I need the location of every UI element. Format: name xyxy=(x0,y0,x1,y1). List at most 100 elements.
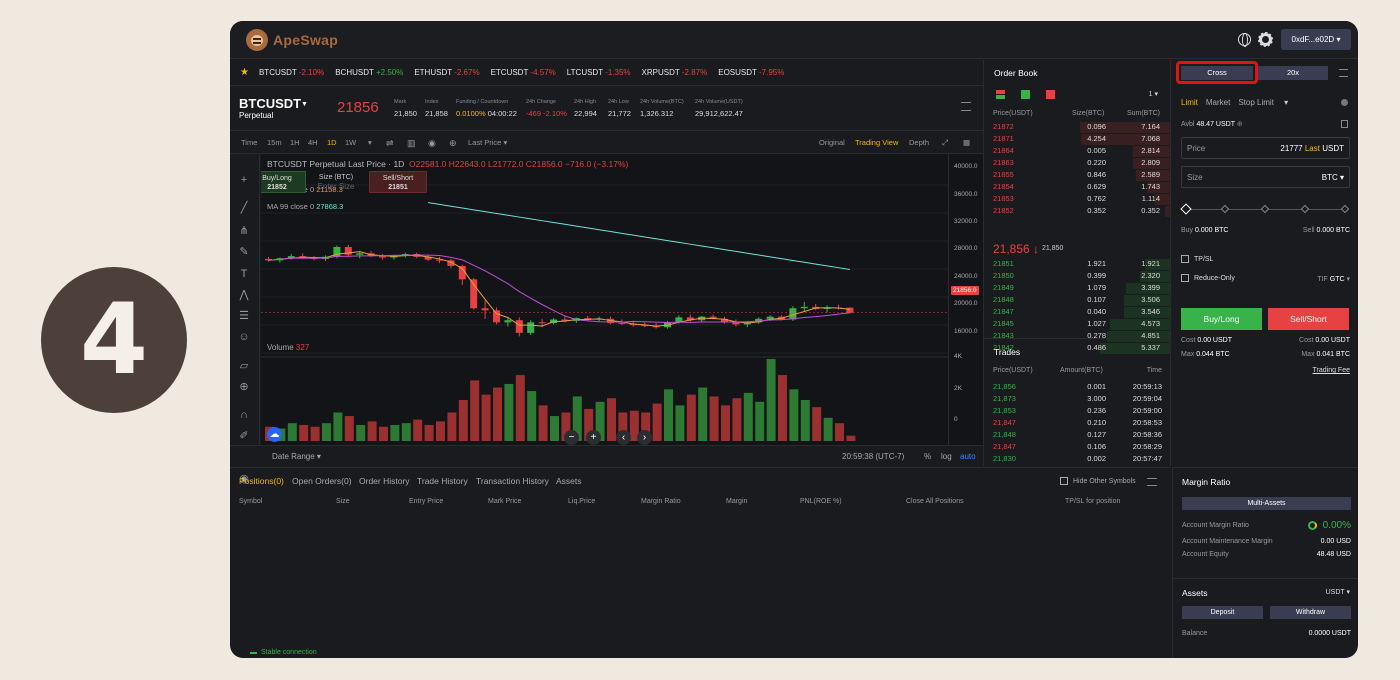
size-slider[interactable] xyxy=(1180,203,1350,215)
ticker-item[interactable]: XRPUSDT -2.87% xyxy=(641,68,708,77)
orderbook-row[interactable]: 21863 0.220 2.809 xyxy=(984,158,1170,169)
camera-icon[interactable]: ◉ xyxy=(428,138,436,148)
lock-draw-icon[interactable]: ✐ xyxy=(239,430,249,442)
date-range-button[interactable]: Date Range ▾ xyxy=(272,452,321,461)
pattern-icon[interactable]: ⋀ xyxy=(239,289,249,301)
hide-other-symbols-checkbox[interactable] xyxy=(1060,477,1068,485)
settings-sliders-icon[interactable] xyxy=(1147,478,1157,486)
slider-step[interactable] xyxy=(1260,204,1270,214)
brush-icon[interactable]: ✎ xyxy=(239,246,249,258)
view-depth[interactable]: Depth xyxy=(909,138,930,147)
ruler-icon[interactable]: ▱ xyxy=(239,360,249,372)
multi-assets-button[interactable]: Multi-Assets xyxy=(1182,497,1351,510)
price-input[interactable]: Price 21777 Last USDT xyxy=(1181,137,1350,159)
symbol-name[interactable]: BTCUSDT xyxy=(239,96,302,111)
scale-option-log[interactable]: log xyxy=(941,452,952,461)
orderbook-row[interactable]: 21871 4.254 7.068 xyxy=(984,134,1170,145)
orderbook-row[interactable]: 21852 0.352 0.352 xyxy=(984,206,1170,217)
indicator-icon[interactable]: ⇌ xyxy=(386,138,394,148)
slider-step[interactable] xyxy=(1340,204,1350,214)
slider-step[interactable] xyxy=(1220,204,1230,214)
orderbook-bids-icon[interactable] xyxy=(1021,90,1030,99)
wallet-button[interactable]: 0xdF...e02D ▾ xyxy=(1281,29,1351,50)
text-icon[interactable]: T xyxy=(240,268,248,280)
fullscreen-icon[interactable]: ⤢ xyxy=(942,138,948,147)
chevron-down-icon[interactable]: ▾ xyxy=(368,138,372,147)
orderbook-row[interactable]: 21854 0.629 1.743 xyxy=(984,182,1170,193)
trend-line-icon[interactable]: ╱ xyxy=(240,202,248,214)
scroll-left-button[interactable]: ‹ xyxy=(616,430,631,445)
zoom-icon[interactable]: ⊕ xyxy=(239,381,249,393)
size-input[interactable]: Size BTC ▾ xyxy=(1181,166,1350,188)
positions-col-header[interactable]: Close All Positions xyxy=(906,498,964,505)
ticker-item[interactable]: BCHUSDT +2.50% xyxy=(335,68,404,77)
interval-1h[interactable]: 1H xyxy=(290,138,300,147)
ticker-item[interactable]: ETCUSDT -4.57% xyxy=(490,68,556,77)
gear-icon[interactable] xyxy=(1258,32,1273,47)
ticker-item[interactable]: BTCUSDT -2.10% xyxy=(258,68,325,77)
order-tab-limit[interactable]: Limit xyxy=(1181,98,1198,107)
interval-15m[interactable]: 15m xyxy=(267,138,282,147)
eye-icon[interactable]: ◉ xyxy=(239,473,249,485)
emoji-icon[interactable]: ☺ xyxy=(238,331,250,343)
trading-fee-link[interactable]: Trading Fee xyxy=(1312,367,1350,374)
orderbook-row[interactable]: 21842 0.486 5.337 xyxy=(984,343,1170,354)
sell-short-button[interactable]: Sell/Short xyxy=(1268,308,1349,330)
candle-type-icon[interactable]: ▥ xyxy=(407,138,416,148)
layout-icon[interactable]: ▦ xyxy=(963,138,971,147)
orderbook-both-icon[interactable] xyxy=(996,90,1005,99)
add-icon[interactable]: ⊕ xyxy=(449,138,457,148)
slider-step[interactable] xyxy=(1180,203,1192,215)
orderbook-row[interactable]: 21845 1.027 4.573 xyxy=(984,319,1170,330)
orderbook-row[interactable]: 21853 0.762 1.114 xyxy=(984,194,1170,205)
deposit-button[interactable]: Deposit xyxy=(1182,606,1263,619)
pitchfork-icon[interactable]: ⋔ xyxy=(239,225,249,237)
star-icon[interactable]: ★ xyxy=(240,67,249,78)
orderbook-row[interactable]: 21843 0.278 4.851 xyxy=(984,331,1170,342)
grouping-select[interactable]: 1 ▾ xyxy=(1148,91,1158,98)
interval-1d[interactable]: 1D xyxy=(327,138,337,147)
scroll-right-button[interactable]: › xyxy=(637,430,652,445)
orderbook-row[interactable]: 21864 0.005 2.814 xyxy=(984,146,1170,157)
scale-option-%[interactable]: % xyxy=(924,452,932,461)
positions-tab[interactable]: Transaction History xyxy=(476,476,549,486)
positions-tab[interactable]: Order History xyxy=(359,476,410,486)
margin-mode-button[interactable]: Cross xyxy=(1181,66,1253,80)
zoom-out-button[interactable]: − xyxy=(564,430,579,445)
info-icon[interactable] xyxy=(1341,99,1348,106)
withdraw-button[interactable]: Withdraw xyxy=(1270,606,1351,619)
positions-tab[interactable]: Trade History xyxy=(417,476,468,486)
interval-1w[interactable]: 1W xyxy=(345,138,357,147)
crosshair-icon[interactable]: + xyxy=(240,174,248,186)
cloud-icon[interactable]: ☁ xyxy=(267,427,282,442)
chart-canvas[interactable] xyxy=(261,154,948,466)
interval-time[interactable]: Time xyxy=(241,138,258,147)
leverage-button[interactable]: 20x xyxy=(1258,66,1328,80)
ticker-item[interactable]: LTCUSDT -1.35% xyxy=(566,68,631,77)
order-tab-market[interactable]: Market xyxy=(1205,98,1231,107)
chevron-down-icon[interactable]: ▼ xyxy=(301,101,308,108)
calculator-icon[interactable] xyxy=(1341,120,1348,128)
buy-long-button[interactable]: Buy/Long xyxy=(1181,308,1262,330)
view-original[interactable]: Original xyxy=(819,138,845,147)
positions-tab[interactable]: Positions(0) xyxy=(239,476,284,486)
quick-buy-button[interactable]: Buy/Long 21852 xyxy=(261,171,306,193)
interval-4h[interactable]: 4H xyxy=(308,138,318,147)
reduce-only-checkbox[interactable] xyxy=(1181,274,1189,282)
ticker-item[interactable]: ETHUSDT -2.67% xyxy=(414,68,480,77)
orderbook-row[interactable]: 21848 0.107 3.506 xyxy=(984,295,1170,306)
positions-tab[interactable]: Assets xyxy=(556,476,582,486)
price-type-select[interactable]: Last Price ▾ xyxy=(468,138,508,147)
quick-sell-button[interactable]: Sell/Short 21851 xyxy=(369,171,427,193)
orderbook-row[interactable]: 21847 0.040 3.546 xyxy=(984,307,1170,318)
price-chart[interactable]: BTCUSDT Perpetual Last Price · 1D O22581… xyxy=(261,154,948,466)
zoom-in-button[interactable]: + xyxy=(586,430,601,445)
orderbook-row[interactable]: 21851 1.921 1.921 xyxy=(984,259,1170,270)
asset-currency-select[interactable]: USDT ▾ xyxy=(1325,589,1350,596)
globe-icon[interactable] xyxy=(1238,33,1251,47)
tif-select[interactable]: TIF GTC ▾ xyxy=(1317,276,1350,283)
logo[interactable]: ApeSwap xyxy=(246,29,338,51)
tpsl-checkbox[interactable] xyxy=(1181,255,1189,263)
order-tab-stop-limit[interactable]: Stop Limit xyxy=(1238,98,1274,107)
orderbook-row[interactable]: 21872 0.096 7.164 xyxy=(984,122,1170,133)
